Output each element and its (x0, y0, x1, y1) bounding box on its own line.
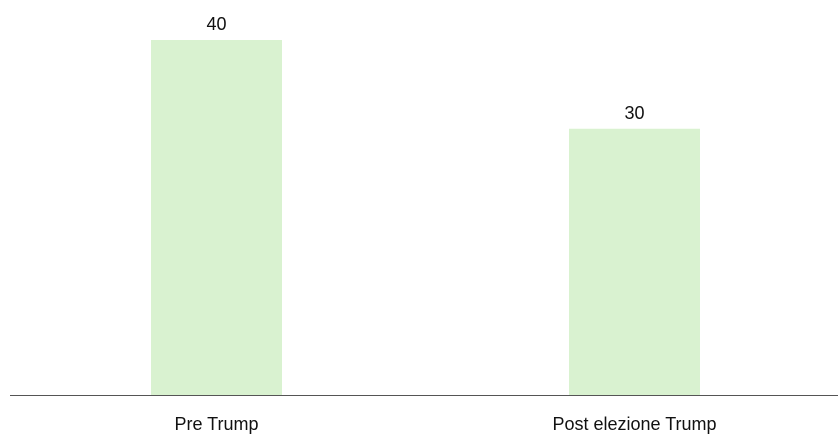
bar-0 (151, 40, 282, 395)
bars-group (151, 40, 700, 395)
data-labels-group: 40 30 (206, 14, 644, 123)
x-tick-label-1: Post elezione Trump (552, 414, 716, 434)
bar-1 (569, 128, 700, 395)
x-tick-label-0: Pre Trump (174, 414, 258, 434)
data-label-1: 30 (624, 103, 644, 123)
data-label-0: 40 (206, 14, 226, 34)
x-tick-labels-group: Pre Trump Post elezione Trump (174, 414, 716, 434)
